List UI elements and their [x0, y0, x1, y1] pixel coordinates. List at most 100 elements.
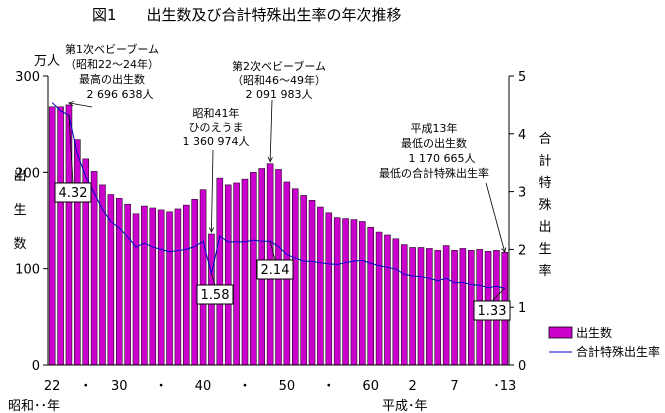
legend-bar-label: 出生数	[576, 325, 612, 340]
value-label-H13: 1.33	[478, 304, 507, 319]
bar-S38	[183, 204, 190, 366]
right-axis-label-char: 率	[538, 263, 551, 279]
bar-H1	[400, 244, 408, 366]
bar-S33	[141, 205, 148, 366]
annotation-H13-line: 平成13年	[411, 121, 458, 135]
right-axis-label-char: 殊	[538, 198, 551, 213]
x-tick-label: ・	[238, 379, 251, 394]
x-tick-label: ・	[79, 379, 92, 394]
annotation-S41-line: 1 360 974人	[183, 135, 250, 148]
left-axis-label-char: 出	[13, 169, 26, 184]
chart-title: 図1 出生数及び合計特殊出生率の年次推移	[92, 6, 402, 24]
bar-S23	[57, 106, 64, 366]
right-axis-label-char: 特	[538, 176, 551, 191]
annotation-layer: 4.32 1.58 2.14 1.33 第1次ベビーブーム（昭和22～24年）最高の出生…	[54, 42, 511, 321]
x-tick-label: ・	[155, 379, 168, 394]
legend-line-label: 合計特殊出生率	[576, 344, 660, 359]
bar-S56	[333, 217, 341, 366]
bar-S57	[342, 218, 349, 366]
left-tick-label: 100	[15, 263, 40, 278]
bar-S45	[241, 178, 249, 366]
left-tick-label: 300	[15, 70, 40, 85]
left-axis-label-char: 生	[13, 203, 26, 218]
annotation-S48-line: 第2次ベビーブーム	[232, 59, 326, 73]
legend-bar-swatch	[548, 326, 573, 339]
annotation-arrowhead-H13	[501, 247, 507, 254]
left-tick-label: 200	[15, 166, 40, 181]
x-era-left: 昭和･･年	[8, 399, 60, 413]
bar-S39	[191, 199, 198, 366]
x-tick-label: 30	[111, 379, 128, 394]
value-label-box	[54, 182, 92, 203]
bar-S36	[166, 211, 173, 366]
bar-S27	[90, 171, 98, 366]
bar-S63	[392, 238, 400, 366]
value-label-S41: 1.58	[201, 288, 230, 303]
bar-S35	[157, 209, 165, 366]
bar-S22	[48, 106, 56, 366]
annotation-S41-line: 昭和41年	[193, 106, 240, 120]
annotation-S41-line: ひのえうま	[189, 121, 244, 134]
left-axis-label-char: 数	[13, 237, 26, 252]
bar-H4	[426, 248, 433, 366]
bar-S44	[233, 182, 240, 366]
bar-S55	[325, 212, 333, 366]
bar-S53	[308, 200, 316, 366]
right-axis-label-char: 出	[538, 220, 551, 235]
axes-layer: 0 100 200 300 0 1 2 3 4 5 22 ・ 30 ・ 40 ・ 50 ・ 60 2 7 ･13	[15, 70, 526, 394]
bar-H7	[451, 250, 458, 366]
left-axis-label: 出生数	[13, 169, 26, 252]
x-tick-label: 7	[450, 379, 458, 394]
bar-H2	[409, 247, 416, 366]
bar-S43	[224, 184, 232, 366]
bar-S40	[199, 189, 207, 366]
annotation-arrowhead-S24	[68, 101, 74, 107]
bar-S30	[115, 198, 123, 366]
left-tick-label: 0	[32, 359, 40, 374]
bar-S25	[74, 139, 81, 366]
annotation-arrow-S41	[211, 149, 214, 232]
bar-S58	[350, 219, 358, 366]
x-tick-label: ・	[322, 379, 335, 394]
x-tick-label: 2	[408, 379, 416, 394]
fertility-rate-line	[51, 102, 505, 289]
value-label-box	[196, 284, 234, 305]
bar-S37	[174, 208, 182, 366]
annotation-H13-line: 最低の合計特殊出生率	[379, 166, 489, 180]
annotation-arrowhead-S48	[267, 156, 273, 163]
bar-S31	[124, 203, 131, 366]
annotation-arrow-S48	[269, 99, 273, 162]
value-label-S24: 4.32	[59, 186, 88, 201]
annotation-S24-line: 最高の出生数	[79, 72, 145, 86]
line-layer	[51, 102, 505, 289]
value-label-leader	[269, 241, 276, 261]
bar-S61	[375, 231, 383, 366]
annotation-arrow-H13	[485, 182, 506, 253]
right-tick-label: 2	[518, 243, 526, 258]
bar-S62	[384, 234, 391, 366]
value-label-leader	[68, 115, 74, 184]
bar-H8	[459, 248, 467, 366]
left-axis-unit: 万人	[34, 54, 60, 69]
right-axis-label: 合計特殊出生率	[538, 132, 551, 279]
bar-H3	[417, 247, 425, 366]
bar-H9	[468, 250, 475, 366]
bar-S29	[107, 194, 115, 366]
x-tick-label: 60	[362, 379, 379, 394]
x-tick-label: 50	[279, 379, 296, 394]
bar-S42	[216, 177, 224, 366]
right-tick-label: 4	[518, 128, 526, 143]
value-label-box	[473, 300, 511, 321]
right-tick-label: 1	[518, 301, 526, 316]
annotation-S48-line: 2 091 983人	[246, 88, 313, 101]
value-label-leader	[491, 287, 506, 302]
right-axis-label-char: 合	[538, 132, 551, 147]
annotation-S24-line: （昭和22～24年）	[65, 57, 159, 71]
right-axis-label-char: 計	[538, 153, 551, 169]
bar-S46	[250, 172, 257, 366]
annotation-arrowhead-S41	[208, 227, 215, 233]
right-tick-label: 0	[518, 359, 526, 374]
right-axis-label-char: 生	[538, 242, 551, 257]
annotation-S24-line: 2 696 638人	[87, 88, 154, 101]
